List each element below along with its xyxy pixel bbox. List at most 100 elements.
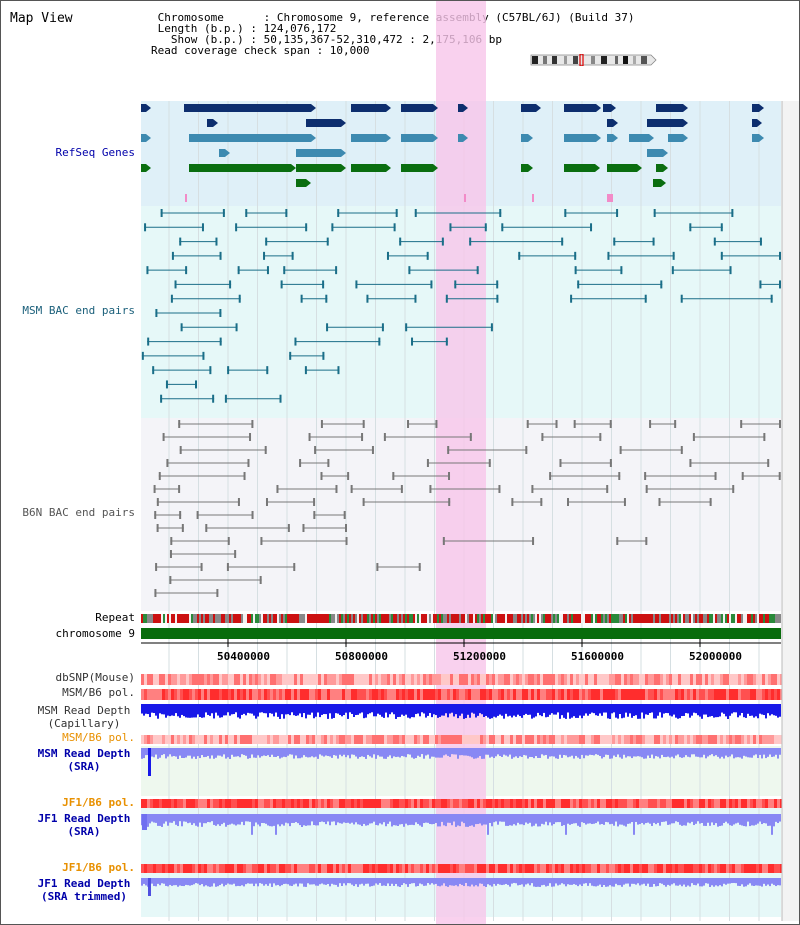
polymorphism-cell [240,674,243,685]
read-depth-bar [313,704,315,719]
polymorphism-cell [501,689,504,700]
polymorphism-cell [489,735,492,744]
read-depth-bar [505,748,507,756]
gene-feature [296,164,341,172]
read-depth-bar [145,878,147,886]
read-depth-bar [517,748,519,758]
read-depth-bar [691,704,693,716]
polymorphism-cell [525,864,528,873]
read-depth-bar [213,878,215,884]
read-depth-bar [749,704,751,716]
read-depth-bar [197,704,199,715]
repeat-segment [747,614,749,623]
polymorphism-cell [507,864,510,873]
polymorphism-cell [603,864,606,873]
repeat-segment [697,614,699,623]
repeat-segment [757,614,759,623]
repeat-segment [491,614,493,623]
gene-marker [185,194,187,202]
read-depth-bar [273,814,275,826]
polymorphism-cell [366,689,369,700]
read-depth-bar [383,748,385,759]
read-depth-bar [449,748,451,757]
read-depth-bar [317,704,319,713]
polymorphism-cell [195,864,198,873]
read-depth-bar [727,748,729,758]
polymorphism-cell [291,864,294,873]
read-depth-bar [583,814,585,823]
repeat-segment [185,614,187,623]
bac-end-mark [314,446,317,454]
read-depth-bar [317,748,319,759]
repeat-segment [343,614,345,623]
read-depth-bar [759,814,761,822]
repeat-segment [685,614,687,623]
read-depth-bar [257,878,259,887]
read-depth-bar [331,704,333,719]
read-depth-bar [331,748,333,758]
read-depth-bar [671,704,673,717]
read-depth-bar [161,704,163,715]
read-depth-bar [709,704,711,717]
read-depth-bar [507,748,509,757]
read-depth-bar [459,814,461,827]
read-depth-bar [445,878,447,887]
polymorphism-cell [324,735,327,744]
polymorphism-cell [384,674,387,685]
read-depth-bar [235,704,237,713]
polymorphism-cell [276,864,279,873]
polymorphism-cell [246,689,249,700]
read-depth-bar [459,878,461,884]
polymorphism-cell [387,799,390,808]
read-depth-bar [725,748,727,756]
polymorphism-cell [369,799,372,808]
read-depth-bar [297,814,299,824]
read-depth-bar [585,814,587,825]
polymorphism-cell [678,864,681,873]
read-depth-bar [485,878,487,887]
polymorphism-cell [435,799,438,808]
polymorphism-cell [315,799,318,808]
read-depth-bar [385,704,387,713]
read-depth-bar [675,704,677,718]
read-depth-bar [717,748,719,757]
polymorphism-cell [723,799,726,808]
polymorphism-cell [297,799,300,808]
read-depth-bar [623,878,625,885]
polymorphism-cell [621,674,624,685]
read-depth-bar [331,814,333,822]
chromosome-ideogram[interactable] [529,54,659,66]
polymorphism-cell [432,799,435,808]
bac-end-mark [731,209,734,217]
read-depth-bar [319,878,321,885]
repeat-segment [765,614,767,623]
read-depth-bar [313,878,315,885]
read-depth-bar [365,814,367,826]
polymorphism-cell [456,864,459,873]
read-depth-bar [645,704,647,715]
polymorphism-cell [177,735,180,744]
read-depth-bar [711,704,713,717]
repeat-segment [283,614,285,623]
polymorphism-cell [462,689,465,700]
polymorphism-cell [321,864,324,873]
polymorphism-cell [327,735,330,744]
polymorphism-cell [402,799,405,808]
polymorphism-cell [489,674,492,685]
polymorphism-cell [462,735,465,744]
read-depth-bar [163,704,165,715]
repeat-segment [471,614,473,623]
gene-strand-arrow [683,104,688,112]
polymorphism-cell [441,735,444,744]
repeat-segment [617,614,619,623]
read-depth-bar [231,878,233,885]
label-line: (SRA trimmed) [40,890,128,903]
read-depth-bar [269,704,271,714]
read-depth-bar [367,748,369,755]
bac-end-mark [165,380,168,389]
polymorphism-cell [684,674,687,685]
polymorphism-cell [300,689,303,700]
read-depth-bar [589,748,591,755]
polymorphism-cell [393,674,396,685]
